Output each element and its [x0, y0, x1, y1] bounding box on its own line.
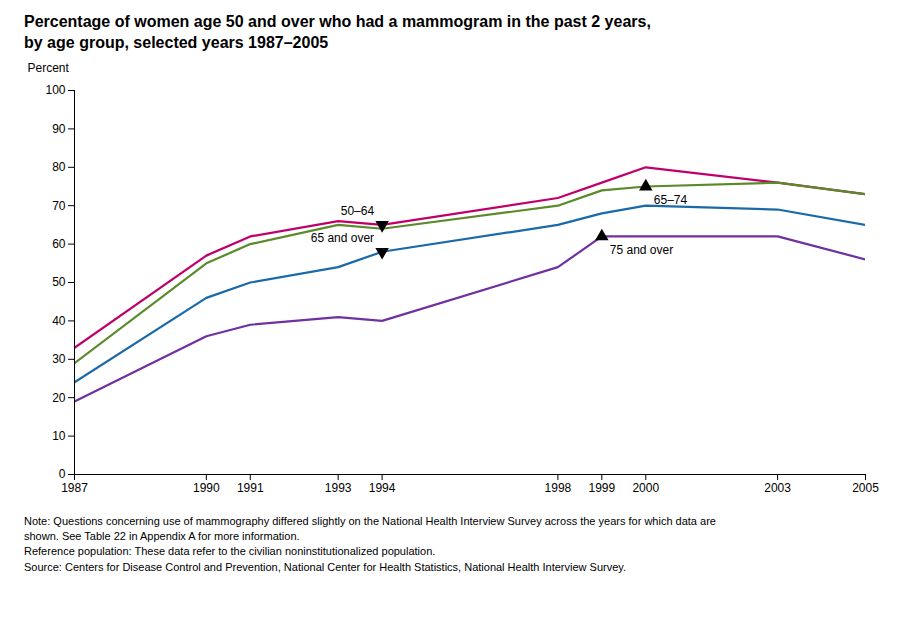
html-text:Source: Centers for Disease Co: Source: Centers for Disease Control and … — [24, 560, 626, 573]
svg-text:70: 70 — [52, 198, 66, 212]
svg-text:1987: 1987 — [61, 481, 88, 495]
svg-text:30: 30 — [52, 352, 66, 366]
svg-text:20: 20 — [52, 390, 66, 404]
svg-text:80: 80 — [52, 160, 66, 174]
html-text:Note: Questions concerning use: Note: Questions concerning use of mammog… — [24, 514, 716, 527]
html-text:shown. See Table 22 in Appendi: shown. See Table 22 in Appendix A for mo… — [24, 530, 300, 542]
svg-text:1991: 1991 — [237, 481, 264, 495]
svg-text:65 and over: 65 and over — [311, 230, 374, 244]
svg-text:1990: 1990 — [193, 481, 220, 495]
html-text:Percentage of women age 50 and: Percentage of women age 50 and over who … — [24, 13, 651, 51]
svg-text:100: 100 — [45, 83, 65, 97]
html-text:Reference population: These da: Reference population: These data refer t… — [24, 545, 436, 558]
svg-text:Percent: Percent — [28, 61, 70, 75]
svg-text:2003: 2003 — [764, 481, 791, 495]
svg-text:75 and over: 75 and over — [610, 243, 673, 257]
svg-text:40: 40 — [52, 313, 66, 327]
svg-text:90: 90 — [52, 121, 66, 135]
svg-text:10: 10 — [52, 429, 66, 443]
svg-text:1998: 1998 — [545, 481, 572, 495]
svg-text:2005: 2005 — [852, 481, 879, 495]
svg-text:1999: 1999 — [588, 481, 615, 495]
svg-text:1994: 1994 — [369, 481, 396, 495]
svg-text:2000: 2000 — [632, 481, 659, 495]
svg-text:50: 50 — [52, 275, 66, 289]
svg-text:65–74: 65–74 — [654, 193, 688, 207]
svg-text:0: 0 — [59, 467, 66, 481]
svg-text:60: 60 — [52, 237, 66, 251]
svg-text:1993: 1993 — [325, 481, 352, 495]
svg-text:50–64: 50–64 — [341, 203, 375, 217]
